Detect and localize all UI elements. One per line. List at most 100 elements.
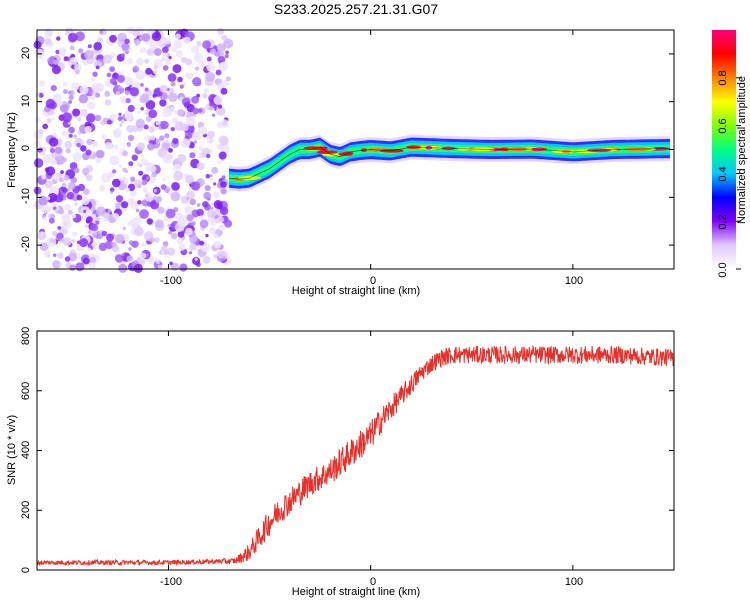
noise-speckle (127, 134, 135, 142)
noise-speckle (199, 219, 209, 229)
noise-speckle (168, 230, 173, 235)
noise-speckle (65, 148, 71, 154)
noise-speckle (155, 120, 161, 126)
noise-speckle (157, 206, 165, 214)
noise-speckle (61, 130, 68, 137)
noise-speckle (129, 218, 139, 228)
noise-speckle (144, 58, 150, 64)
noise-speckle (191, 95, 200, 104)
noise-speckle (71, 82, 80, 91)
noise-speckle (121, 201, 129, 209)
noise-speckle (215, 106, 226, 116)
noise-speckle (199, 240, 204, 246)
noise-speckle (62, 237, 72, 247)
noise-speckle (108, 216, 116, 224)
noise-speckle (177, 217, 187, 227)
noise-speckle (169, 261, 173, 266)
noise-speckle (33, 158, 44, 168)
noise-speckle (46, 207, 51, 213)
noise-speckle (171, 47, 177, 53)
noise-speckle (117, 32, 127, 43)
spectrogram-noise-region (33, 26, 234, 273)
noise-speckle (77, 183, 85, 191)
noise-speckle (69, 57, 78, 65)
noise-speckle (149, 237, 155, 243)
noise-speckle (89, 90, 93, 95)
noise-speckle (170, 106, 175, 111)
noise-speckle (128, 247, 132, 251)
noise-speckle (72, 152, 83, 162)
noise-speckle (189, 116, 194, 121)
spectrogram-panel: -100 0 100 -20 -10 0 10 20 Height of str… (6, 26, 675, 297)
noise-speckle (170, 81, 176, 87)
snr-xtick-label: 100 (565, 576, 583, 588)
noise-speckle (74, 202, 78, 206)
noise-speckle (120, 119, 125, 124)
noise-speckle (135, 81, 141, 87)
noise-speckle (217, 250, 225, 259)
noise-speckle (67, 121, 72, 125)
noise-speckle (56, 232, 64, 241)
noise-speckle (86, 113, 96, 123)
noise-speckle (114, 233, 125, 244)
noise-speckle (67, 181, 76, 190)
noise-speckle (194, 132, 202, 141)
noise-speckle (43, 216, 48, 221)
noise-speckle (85, 149, 92, 156)
noise-speckle (196, 203, 201, 207)
noise-speckle (113, 144, 119, 150)
noise-speckle (51, 117, 55, 121)
noise-speckle (72, 231, 78, 237)
noise-speckle (63, 56, 69, 62)
noise-speckle (64, 204, 71, 211)
noise-speckle (68, 95, 74, 101)
spectrogram-xlabel: Height of straight line (km) (292, 285, 420, 297)
noise-speckle (204, 185, 211, 192)
noise-speckle (148, 128, 152, 132)
noise-speckle (168, 56, 172, 60)
noise-speckle (49, 148, 55, 153)
noise-speckle (121, 252, 125, 256)
noise-speckle (91, 82, 101, 92)
noise-speckle (207, 209, 216, 219)
noise-speckle (87, 247, 92, 252)
noise-speckle (155, 197, 162, 204)
noise-speckle (33, 40, 42, 49)
noise-speckle (75, 262, 85, 272)
noise-speckle (77, 117, 82, 122)
spectrogram-ticks (37, 30, 674, 269)
noise-speckle (104, 240, 114, 250)
noise-speckle (199, 215, 204, 220)
noise-speckle (196, 40, 202, 47)
noise-speckle (162, 107, 172, 118)
noise-speckle (72, 108, 81, 117)
noise-speckle (177, 153, 187, 163)
noise-speckle (218, 216, 225, 223)
noise-speckle (68, 133, 73, 138)
noise-speckle (168, 148, 173, 153)
noise-speckle (170, 127, 175, 132)
noise-speckle (86, 138, 93, 146)
noise-speckle (193, 52, 204, 63)
colorbar-tick-label: 0.8 (717, 70, 729, 85)
noise-speckle (215, 69, 222, 76)
noise-speckle (71, 213, 77, 219)
noise-speckle (135, 208, 140, 213)
noise-speckle (164, 57, 172, 65)
noise-speckle (109, 34, 117, 43)
noise-speckle (164, 38, 172, 45)
noise-speckle (124, 38, 130, 44)
noise-speckle (142, 187, 148, 193)
noise-speckle (136, 110, 141, 115)
noise-speckle (106, 119, 112, 125)
noise-speckle (223, 38, 234, 49)
noise-speckle (213, 233, 219, 239)
noise-speckle (161, 56, 167, 62)
noise-speckle (153, 48, 162, 57)
noise-speckle (39, 242, 49, 252)
noise-speckle (74, 63, 82, 71)
colorbar-tick-label: 0.2 (717, 214, 729, 229)
noise-speckle (46, 118, 52, 124)
noise-speckle (73, 134, 78, 139)
noise-speckle (42, 123, 49, 130)
